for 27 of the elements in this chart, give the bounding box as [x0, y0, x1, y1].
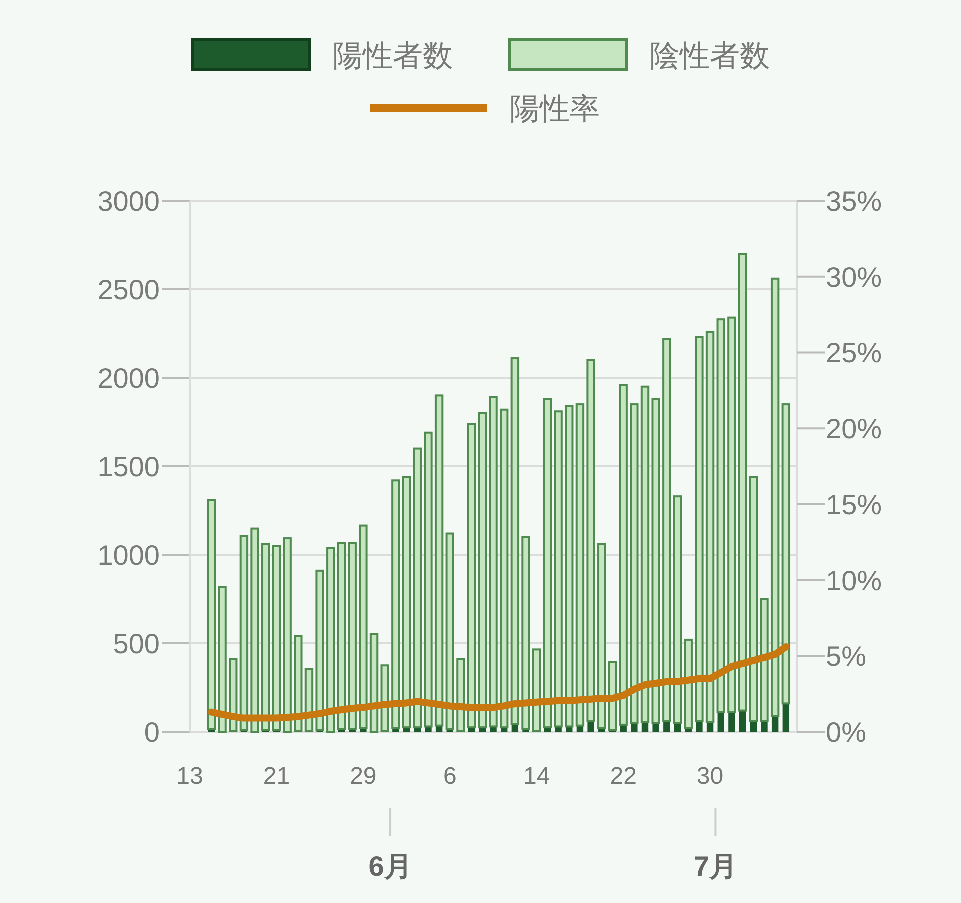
y-tick-label: 3000 [98, 186, 160, 217]
y-tick-label: 2500 [98, 274, 160, 306]
y2-tick-label: 15% [826, 489, 882, 520]
x-tick-label: 6 [443, 763, 457, 790]
x-tick-label: 22 [610, 763, 637, 790]
y2-tick-label: 0% [826, 717, 866, 748]
legend-label: 陰性者数 [650, 40, 770, 73]
y-tick-label: 500 [113, 628, 160, 660]
y-tick-label: 2000 [98, 363, 160, 394]
y2-tick-label: 20% [826, 414, 882, 445]
x-tick-label: 30 [696, 763, 724, 790]
x-tick-label: 29 [350, 763, 377, 790]
x2-tick-label: 7月 [694, 851, 738, 882]
legend-label: 陽性率 [510, 93, 600, 126]
y-tick-label: 1500 [98, 452, 160, 482]
y2-tick-label: 5% [826, 641, 866, 672]
y2-tick-label: 25% [826, 338, 882, 369]
y2-tick-label: 30% [826, 262, 882, 293]
x-tick-label: 14 [524, 763, 550, 790]
x-tick-label: 21 [263, 763, 290, 790]
y-tick-label: 1000 [98, 540, 160, 571]
y2-tick-label: 10% [826, 565, 882, 596]
y2-tick-label: 35% [826, 186, 882, 217]
legend-label: 陽性者数 [333, 40, 453, 73]
y-tick-label: 0 [144, 717, 160, 748]
x-tick-label: 13 [176, 763, 204, 790]
x2-tick-label: 6月 [368, 851, 412, 882]
